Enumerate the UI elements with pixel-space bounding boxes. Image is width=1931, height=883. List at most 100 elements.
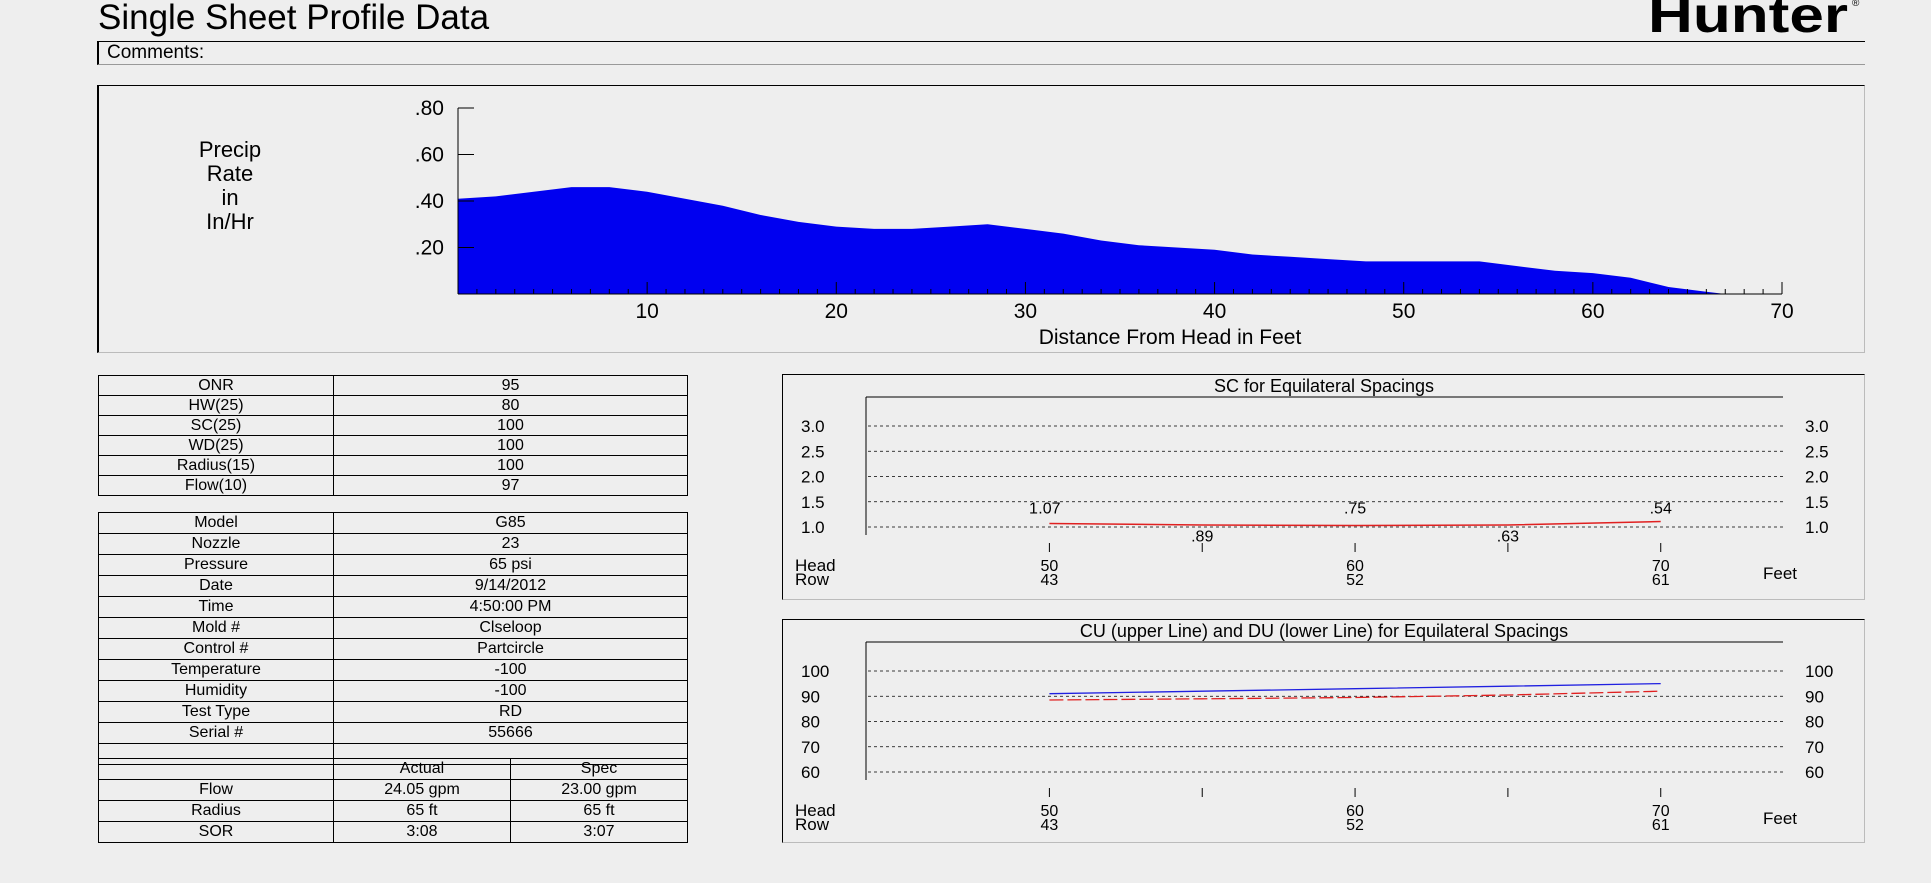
head-label: Head bbox=[795, 801, 836, 820]
table-row: WD(25) 100 bbox=[98, 435, 688, 456]
y-tick-label-left: 1.0 bbox=[801, 518, 825, 537]
row-label: Pressure bbox=[98, 554, 334, 576]
y-tick-label-right: 2.0 bbox=[1805, 468, 1829, 487]
table-row: Test Type RD bbox=[98, 701, 688, 723]
table-row: Radius 65 ft 65 ft bbox=[98, 800, 688, 822]
sc-point-label: .63 bbox=[1497, 528, 1519, 545]
y-tick-label: .60 bbox=[415, 144, 444, 167]
table-row: Temperature -100 bbox=[98, 659, 688, 681]
precip-profile-chart: .20 .40 .60 .80 10 20 30 40 50 60 70 Distance From … bbox=[415, 97, 1794, 349]
page-title: Single Sheet Profile Data bbox=[98, 0, 490, 37]
row-value: 97 bbox=[333, 475, 688, 496]
unit-label: Feet bbox=[1763, 809, 1797, 828]
actual-value: 24.05 gpm bbox=[333, 779, 511, 801]
performance-table: Actual Spec Flow 24.05 gpm 23.00 gpm Radius… bbox=[98, 758, 688, 843]
table-row: HW(25) 80 bbox=[98, 395, 688, 416]
x-tick-label: 40 bbox=[1203, 300, 1226, 323]
y-tick-label: .40 bbox=[415, 190, 444, 213]
cu-du-chart: CU (upper Line) and DU (lower Line) for … bbox=[795, 621, 1833, 834]
row-value: 55666 bbox=[333, 722, 688, 744]
row-value: -100 bbox=[333, 659, 688, 681]
y-tick-label-right: 90 bbox=[1805, 687, 1824, 706]
unit-label: Feet bbox=[1763, 564, 1797, 583]
row-value: 4:50:00 PM bbox=[333, 596, 688, 618]
table-row: Time 4:50:00 PM bbox=[98, 596, 688, 618]
head-tick-label: 60 bbox=[1346, 803, 1364, 820]
row-label: Row bbox=[795, 570, 830, 589]
row-tick-label: 52 bbox=[1346, 817, 1364, 834]
row-label: Mold # bbox=[98, 617, 334, 639]
row-value: Partcircle bbox=[333, 638, 688, 660]
chart-title: CU (upper Line) and DU (lower Line) for … bbox=[1080, 621, 1568, 641]
table-cell bbox=[98, 758, 334, 780]
row-label: ONR bbox=[98, 375, 334, 396]
y-tick-label-left: 3.0 bbox=[801, 417, 825, 436]
y-tick-label-right: 1.0 bbox=[1805, 518, 1829, 537]
head-tick-label: 70 bbox=[1652, 558, 1670, 575]
spec-header: Spec bbox=[510, 758, 688, 780]
brand-wordmark: Hunter bbox=[1648, 0, 1848, 40]
y-tick-label-right: 3.0 bbox=[1805, 417, 1829, 436]
actual-value: 65 ft bbox=[333, 800, 511, 822]
row-value: 100 bbox=[333, 435, 688, 456]
comments-label: Comments: bbox=[107, 42, 205, 63]
row-value: 100 bbox=[333, 455, 688, 476]
table-row: Flow 24.05 gpm 23.00 gpm bbox=[98, 779, 688, 801]
row-label: SOR bbox=[98, 821, 334, 843]
row-value: -100 bbox=[333, 680, 688, 702]
test-info-table: Model G85 Nozzle 23 Pressure 65 psi Date 9/14/2… bbox=[98, 512, 688, 765]
row-value: 80 bbox=[333, 395, 688, 416]
x-axis-title: Distance From Head in Feet bbox=[1039, 326, 1302, 349]
hunter-logo: Hunter ® bbox=[1648, 0, 1860, 40]
y-tick-label-right: 80 bbox=[1805, 713, 1824, 732]
y-tick-label-left: 70 bbox=[801, 738, 820, 757]
row-label: Row bbox=[795, 815, 830, 834]
row-label: Control # bbox=[98, 638, 334, 660]
precip-y-axis-label: Precip Rate in In/Hr bbox=[198, 137, 262, 234]
row-label: Nozzle bbox=[98, 533, 334, 555]
row-value: 23 bbox=[333, 533, 688, 555]
table-row: Model G85 bbox=[98, 512, 688, 534]
table-row: Serial #55666 bbox=[98, 722, 688, 744]
y-tick-label-left: 60 bbox=[801, 763, 820, 782]
row-label: SC(25) bbox=[98, 415, 334, 436]
sc-chart-panel: SC for Equilateral Spacings 1.0 1.0 1.5 1.5 2… bbox=[782, 374, 1865, 600]
table-row: Actual Spec bbox=[98, 758, 688, 780]
head-tick-label: 70 bbox=[1652, 803, 1670, 820]
cu-series-line bbox=[1049, 682, 1661, 695]
y-tick-label-right: 70 bbox=[1805, 738, 1824, 757]
x-tick-label: 30 bbox=[1014, 300, 1037, 323]
row-label: Humidity bbox=[98, 680, 334, 702]
row-label: Serial # bbox=[98, 722, 334, 744]
sc-point-label-prefix: 1 bbox=[1029, 500, 1038, 517]
row-label: Date bbox=[98, 575, 334, 597]
y-tick-label: .80 bbox=[415, 97, 444, 120]
row-value: 100 bbox=[333, 415, 688, 436]
y-tick-label-right: 1.5 bbox=[1805, 493, 1829, 512]
y-tick-label-right: 2.5 bbox=[1805, 442, 1829, 461]
y-tick-label-left: 2.0 bbox=[801, 468, 825, 487]
row-label: Time bbox=[98, 596, 334, 618]
spec-value: 3:07 bbox=[510, 821, 688, 843]
y-tick-label-left: 1.5 bbox=[801, 493, 825, 512]
head-tick-label: 50 bbox=[1041, 803, 1059, 820]
spec-value: 23.00 gpm bbox=[510, 779, 688, 801]
row-value: RD bbox=[333, 701, 688, 723]
row-label: Model bbox=[98, 512, 334, 534]
y-tick-label: .20 bbox=[415, 237, 444, 260]
sc-point-label: .75 bbox=[1344, 500, 1366, 517]
du-series-line bbox=[1049, 690, 1661, 701]
head-tick-label: 60 bbox=[1346, 558, 1364, 575]
cu-du-chart-panel: CU (upper Line) and DU (lower Line) for … bbox=[782, 619, 1865, 843]
row-label: HW(25) bbox=[98, 395, 334, 416]
actual-value: 3:08 bbox=[333, 821, 511, 843]
table-row: Nozzle 23 bbox=[98, 533, 688, 555]
summary-table: ONR 95 HW(25) 80 SC(25) 100 WD(25) 100 Radius(15… bbox=[98, 375, 688, 496]
row-value: Clseloop bbox=[333, 617, 688, 639]
row-tick-label: 61 bbox=[1652, 572, 1670, 589]
row-label: Radius(15) bbox=[98, 455, 334, 476]
x-tick-label: 20 bbox=[825, 300, 848, 323]
sc-chart: SC for Equilateral Spacings 1.0 1.0 1.5 1.5 2… bbox=[795, 376, 1829, 589]
head-label: Head bbox=[795, 556, 836, 575]
row-label: Flow bbox=[98, 779, 334, 801]
